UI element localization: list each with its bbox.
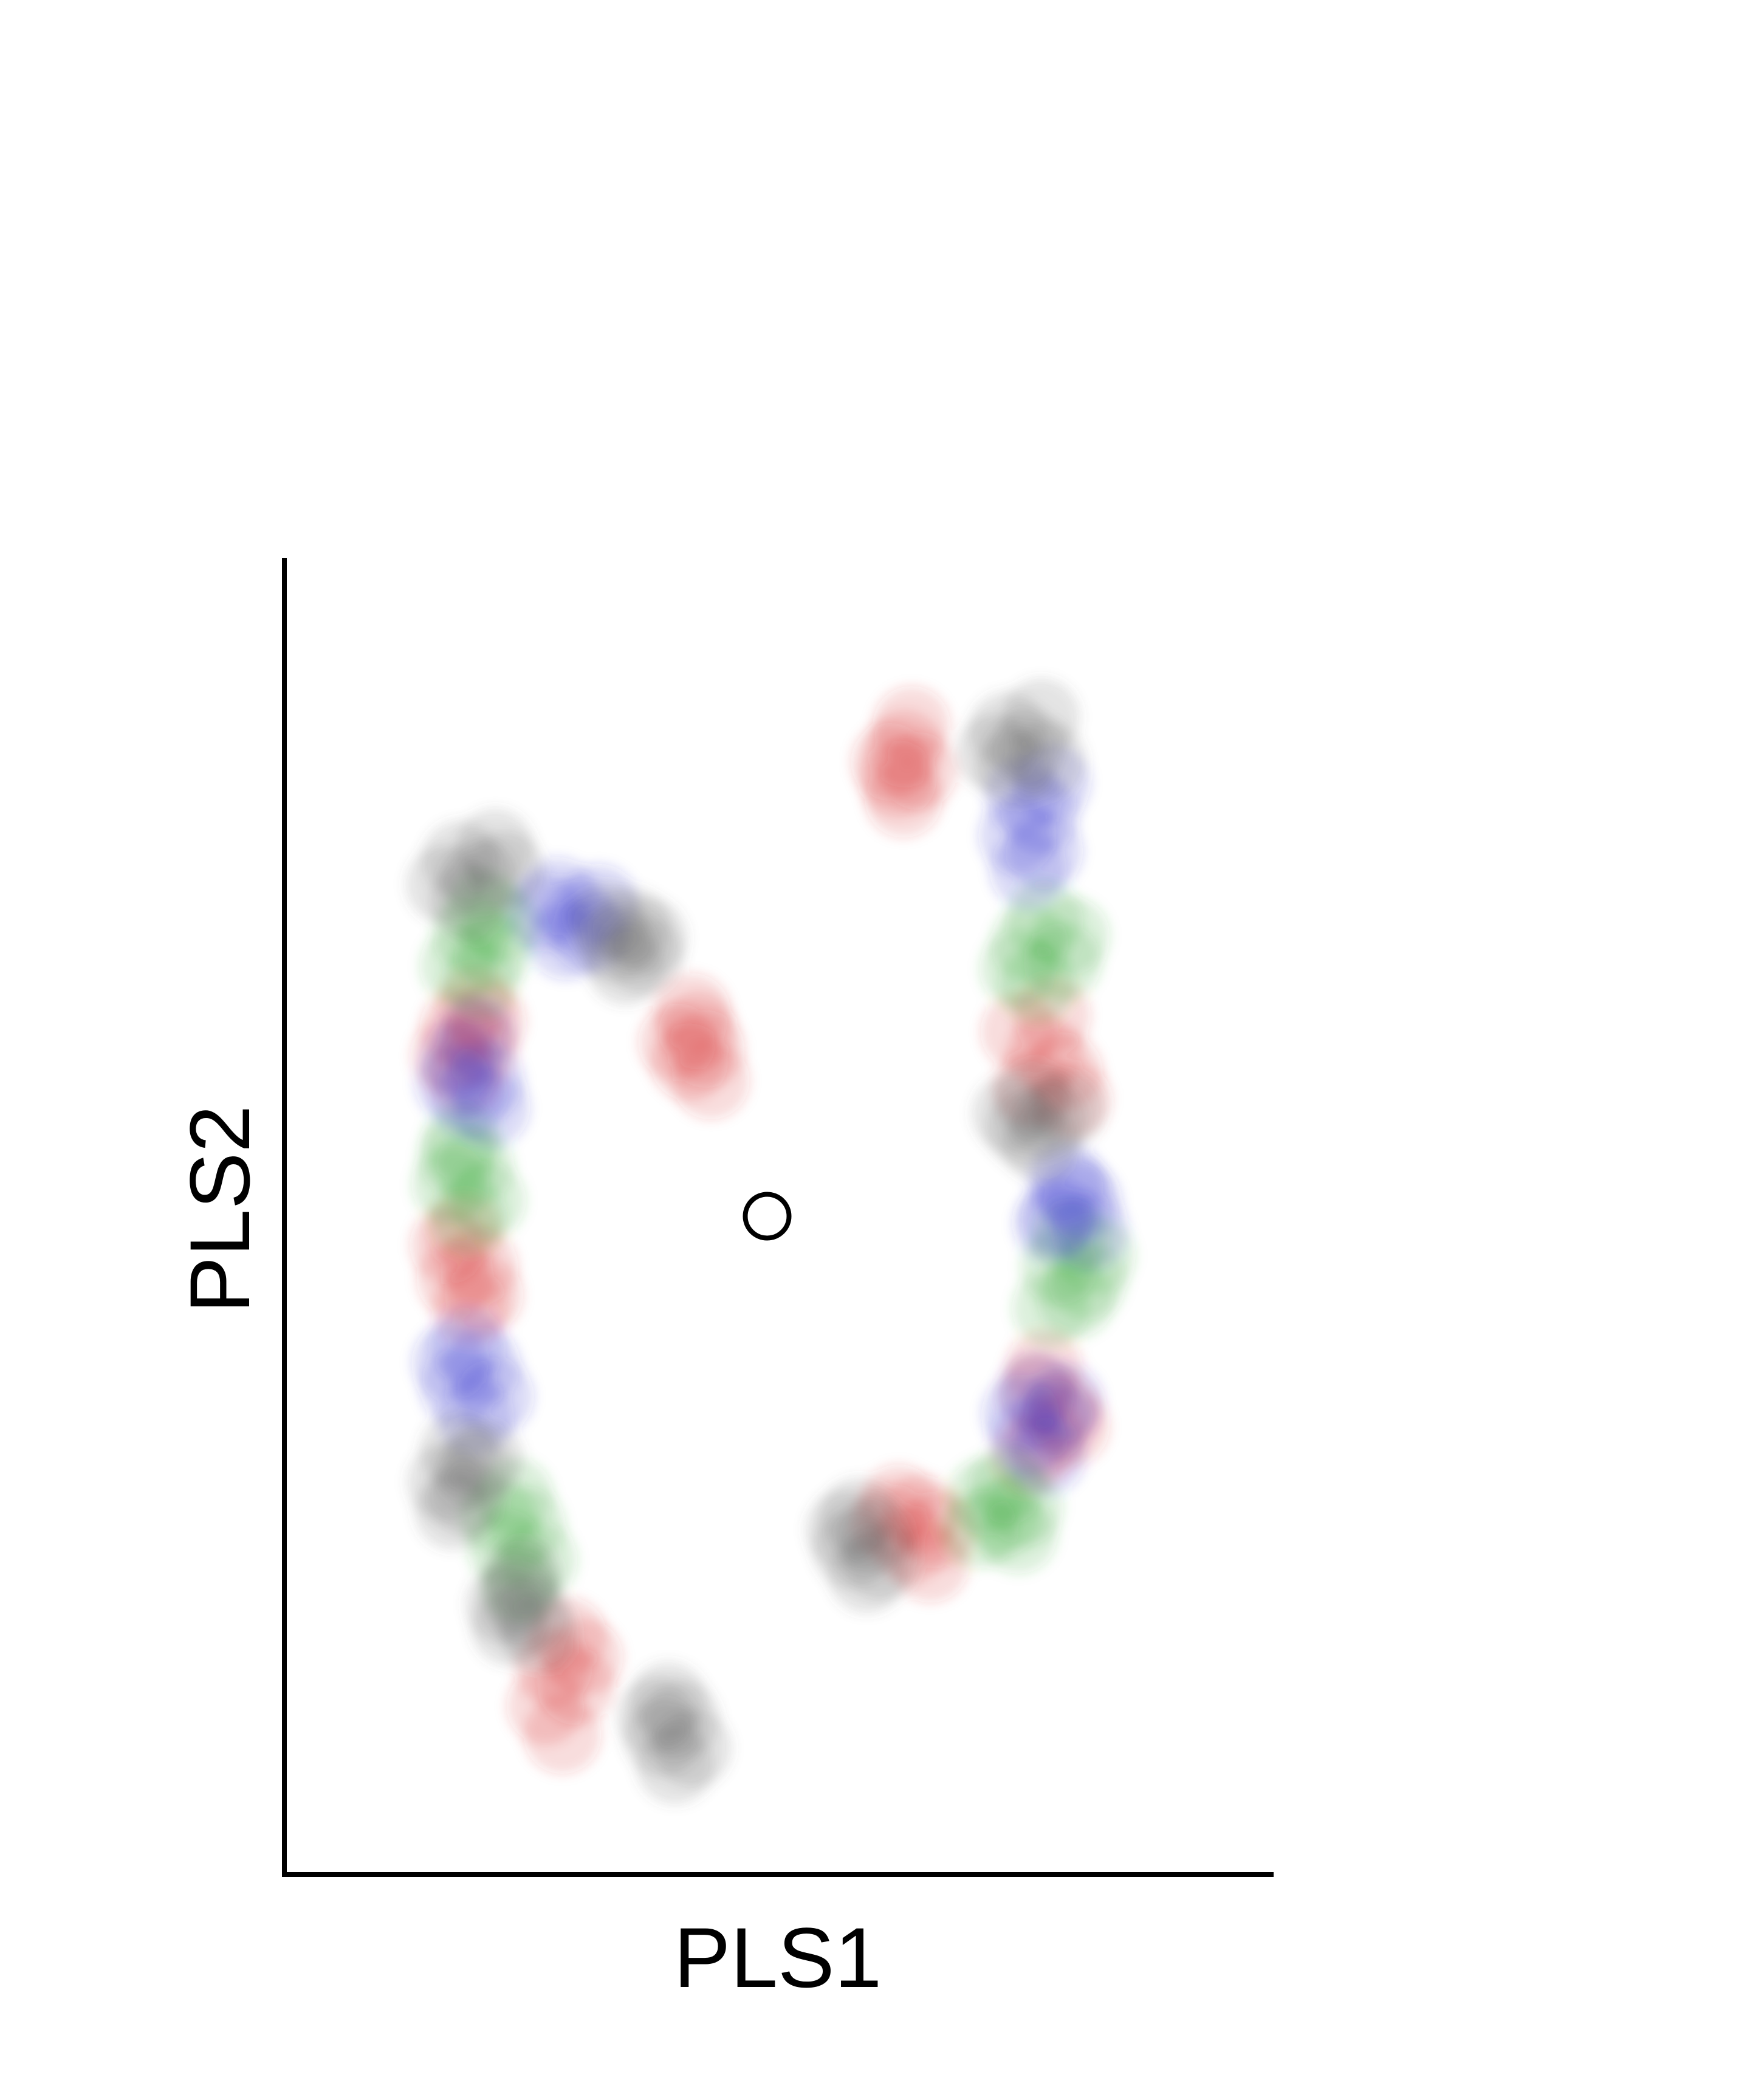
data-point-s2-p29 xyxy=(1013,1185,1091,1263)
data-point-s3-p11 xyxy=(609,898,688,976)
data-point-s2-p35 xyxy=(981,1374,1060,1453)
data-point-s1-p23 xyxy=(980,930,1057,1008)
data-point-s1-p28 xyxy=(1012,1269,1090,1348)
data-point-s2-p22 xyxy=(989,831,1068,909)
data-point-s3-p47 xyxy=(805,1491,884,1569)
data-point-s0-p11 xyxy=(638,1003,716,1082)
data-point-s0-p28 xyxy=(523,1696,602,1774)
center-marker xyxy=(743,1192,792,1241)
data-point-s3-p41 xyxy=(972,1074,1049,1153)
data-point-s2-p17 xyxy=(411,1323,490,1401)
data-point-s2-p11 xyxy=(452,1069,530,1147)
data-point-s3-p17 xyxy=(414,1472,493,1550)
data-point-s3-p23 xyxy=(465,1565,543,1644)
data-point-s1-p10 xyxy=(429,1177,507,1255)
data-points xyxy=(405,678,1136,1805)
data-point-s3-p35 xyxy=(1008,721,1086,800)
data-point-s3-p5 xyxy=(467,831,545,909)
data-point-s3-p29 xyxy=(616,1678,695,1755)
y-axis-label: PLS2 xyxy=(172,1105,267,1313)
data-point-s0-p5 xyxy=(865,760,943,838)
x-axis-label: PLS1 xyxy=(674,1910,882,2005)
center-marker-layer xyxy=(743,1192,792,1241)
